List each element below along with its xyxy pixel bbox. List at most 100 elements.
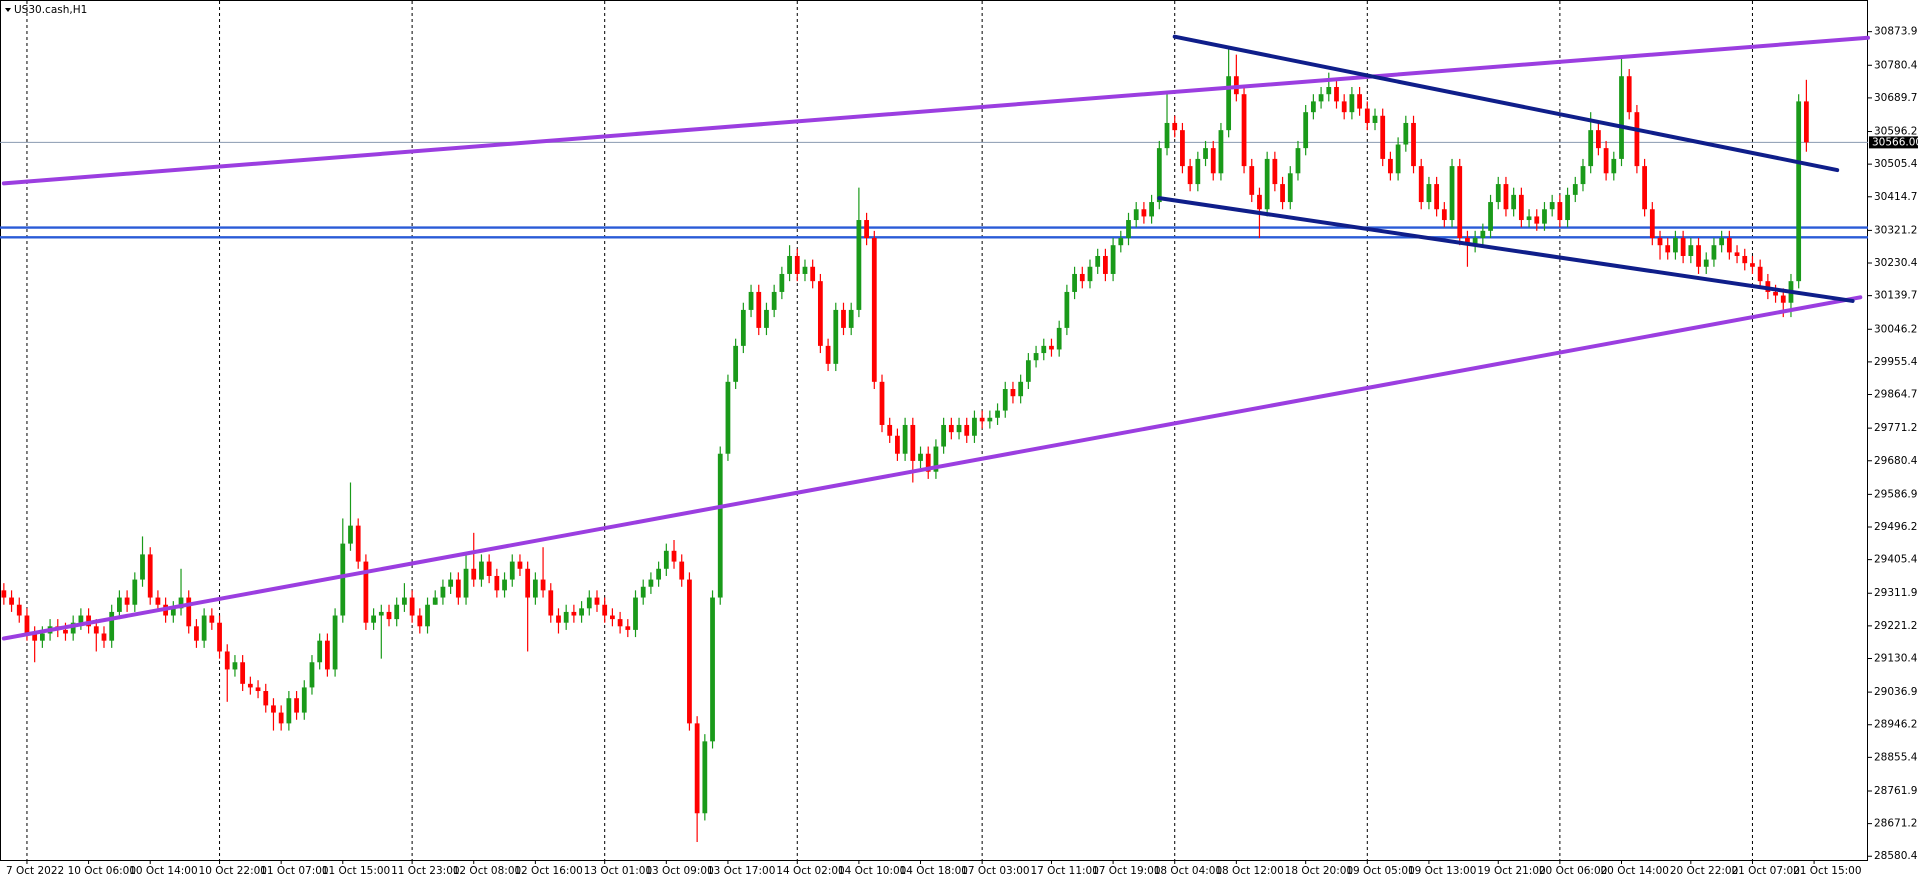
y-tick-label: 30139.70	[1874, 290, 1918, 302]
candle-body	[394, 604, 400, 620]
candle-body	[340, 543, 346, 616]
x-tick-label: 13 Oct 01:00	[584, 865, 652, 877]
candle-body	[864, 220, 869, 239]
candle-body	[140, 554, 145, 580]
y-tick-label: 28671.20	[1874, 818, 1918, 830]
candle-body	[1272, 158, 1278, 185]
candle-body	[1164, 122, 1170, 149]
candle-body	[494, 575, 500, 591]
x-tick-label: 10 Oct 14:00	[129, 865, 197, 877]
candle-body	[1465, 238, 1470, 246]
candle-body	[1603, 148, 1609, 174]
candle-body	[224, 651, 230, 670]
y-tick-label: 29586.95	[1874, 488, 1918, 500]
candle-body	[178, 597, 184, 609]
x-tick-label: 21 Oct 15:00	[1793, 865, 1861, 877]
candle-body	[1226, 76, 1232, 131]
candle-body	[232, 662, 238, 670]
candle-body	[1149, 202, 1155, 217]
y-tick-label: 29864.70	[1874, 389, 1918, 401]
candle-body	[1318, 94, 1324, 102]
candle-body	[1118, 238, 1124, 246]
candle-body	[1665, 245, 1671, 253]
candle-body	[1241, 94, 1247, 167]
candle-body	[563, 611, 569, 623]
candle-body	[1457, 166, 1463, 239]
candle-body	[371, 615, 376, 623]
candle-body	[1326, 87, 1332, 95]
candle-body	[332, 615, 338, 670]
candle-body	[1780, 295, 1786, 303]
candle-body	[1642, 166, 1647, 210]
candle-body	[794, 255, 800, 274]
candle-body	[209, 615, 215, 623]
candle-body	[240, 662, 246, 684]
y-tick-label: 29311.95	[1874, 587, 1918, 599]
candle-body	[1680, 238, 1686, 256]
candle-body	[1, 590, 7, 598]
candle-body	[1203, 148, 1208, 159]
candle-body	[1572, 184, 1578, 195]
candle-body	[956, 424, 962, 433]
candle-body	[887, 424, 893, 436]
y-tick-label: 28946.20	[1874, 719, 1918, 731]
y-tick-label: 29771.20	[1874, 422, 1918, 434]
candle-body	[1503, 184, 1509, 210]
x-tick-label: 10 Oct 06:00	[68, 865, 136, 877]
candle-body	[1403, 122, 1409, 145]
x-tick-label: 19 Oct 13:00	[1408, 865, 1476, 877]
candle-body	[617, 619, 623, 627]
y-tick-label: 29680.45	[1874, 455, 1918, 467]
candle-body	[1025, 360, 1031, 382]
candle-body	[879, 381, 885, 425]
candle-body	[1703, 259, 1709, 267]
candle-body	[39, 633, 45, 641]
candle-body	[1380, 115, 1386, 159]
candle-body	[679, 561, 685, 580]
candle-body	[186, 597, 192, 627]
candle-body	[1472, 238, 1478, 246]
candle-body	[1056, 327, 1062, 350]
candle-body	[941, 424, 947, 447]
candle-body	[1087, 266, 1093, 282]
candle-body	[101, 633, 107, 641]
candle-body	[1395, 144, 1401, 174]
candle-body	[417, 615, 423, 627]
x-tick-label: 13 Oct 17:00	[707, 865, 775, 877]
candle-body	[1750, 263, 1755, 267]
candle-body	[841, 309, 846, 328]
candle-body	[1364, 108, 1370, 123]
x-tick-label: 19 Oct 05:00	[1346, 865, 1414, 877]
candle-body	[1488, 202, 1493, 231]
candle-body	[1611, 158, 1617, 174]
candle-body	[933, 446, 939, 472]
candle-body	[109, 611, 115, 641]
candle-body	[779, 273, 785, 292]
candle-body	[756, 291, 762, 328]
candle-body	[640, 586, 646, 598]
candle-body	[1064, 291, 1070, 328]
candle-body	[633, 597, 638, 630]
y-tick-label: 29036.95	[1874, 686, 1918, 698]
candle-body	[1619, 76, 1624, 159]
candle-body	[1110, 245, 1116, 274]
candle-body	[602, 604, 608, 616]
y-tick-label: 30505.45	[1874, 158, 1918, 170]
x-tick-label: 17 Oct 19:00	[1092, 865, 1160, 877]
candle-body	[294, 698, 299, 713]
candle-body	[502, 579, 507, 591]
candle-body	[1634, 112, 1640, 167]
candle-body	[540, 579, 546, 591]
candle-body	[86, 615, 91, 627]
x-tick-label: 12 Oct 16:00	[514, 865, 582, 877]
candle-body	[1303, 112, 1309, 149]
candle-body	[663, 550, 669, 569]
y-tick-label: 30046.20	[1874, 323, 1918, 335]
candle-body	[810, 266, 816, 282]
candle-body	[1295, 148, 1301, 174]
candle-body	[671, 550, 677, 562]
candle-body	[964, 424, 970, 436]
candle-body	[910, 424, 916, 461]
candle-body	[1626, 76, 1632, 113]
candle-body	[556, 615, 561, 623]
